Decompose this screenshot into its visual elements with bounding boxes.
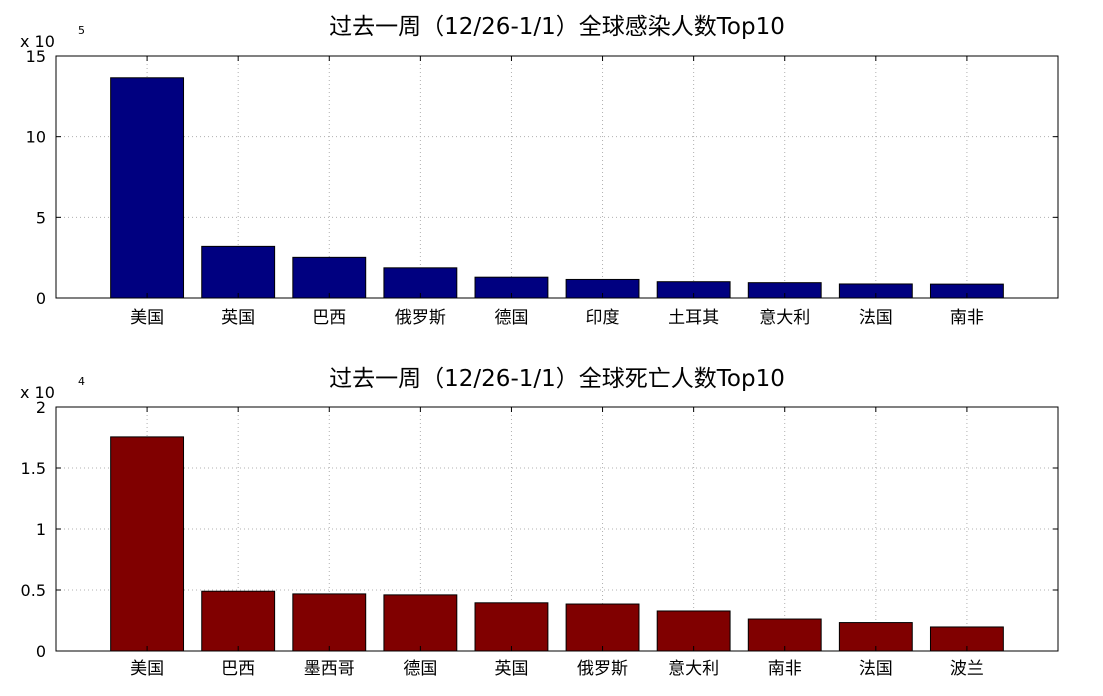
plot-area-border xyxy=(55,55,1059,299)
y-tick-label: 0 xyxy=(36,642,46,661)
x-category-label: 德国 xyxy=(494,308,528,328)
y-exponent-label: x 10 xyxy=(20,32,55,51)
y-tick-label: 1 xyxy=(36,520,46,539)
x-category-label: 南非 xyxy=(950,308,984,328)
x-category-label: 法国 xyxy=(859,659,893,679)
x-category-label: 土耳其 xyxy=(668,308,719,328)
x-category-label: 意大利 xyxy=(759,308,810,328)
x-category-label: 印度 xyxy=(586,308,620,328)
y-exponent-label: x 10 xyxy=(20,383,55,402)
bar-8 xyxy=(747,618,822,652)
x-category-label: 英国 xyxy=(221,308,255,328)
x-category-label: 德国 xyxy=(403,659,437,679)
x-category-label: 巴西 xyxy=(312,308,346,328)
x-category-label: 法国 xyxy=(859,308,893,328)
bar-6 xyxy=(565,603,640,652)
y-exponent-superscript: 4 xyxy=(78,375,85,388)
chart-panel-2: 过去一周（12/26-1/1）全球死亡人数Top10 0 0.5 1 1.5 2x 10 4… xyxy=(20,366,1059,679)
x-category-label: 俄罗斯 xyxy=(395,308,446,328)
y-tick-label: 10 xyxy=(26,128,46,147)
y-tick-label: 0 xyxy=(36,289,46,308)
y-tick-label: 2 xyxy=(36,398,46,417)
y-tick-label: 15 xyxy=(26,47,46,66)
y-tick-label: 0.5 xyxy=(21,581,46,600)
bar-7 xyxy=(656,610,731,652)
bar-3 xyxy=(292,256,367,299)
bar-4 xyxy=(383,267,458,299)
bar-5 xyxy=(474,602,549,652)
x-category-label: 俄罗斯 xyxy=(577,659,628,679)
x-category-label: 美国 xyxy=(130,308,164,328)
x-category-label: 英国 xyxy=(494,659,528,679)
x-category-label: 美国 xyxy=(130,659,164,679)
bar-2 xyxy=(201,590,276,652)
x-category-label: 意大利 xyxy=(668,659,719,679)
bar-4 xyxy=(383,594,458,652)
bar-3 xyxy=(292,593,367,652)
bar-1 xyxy=(110,77,185,299)
y-tick-label: 1.5 xyxy=(21,459,46,478)
bar-1 xyxy=(110,436,185,652)
bar-2 xyxy=(201,245,276,299)
y-exponent-superscript: 5 xyxy=(78,24,85,37)
chart-panel-1: 过去一周（12/26-1/1）全球感染人数Top10 0 5 10 15x 10 5 美国 英… xyxy=(20,14,1059,328)
x-category-label: 波兰 xyxy=(950,659,984,679)
x-category-label: 南非 xyxy=(768,659,802,679)
chart-title: 过去一周（12/26-1/1）全球感染人数Top10 xyxy=(329,14,785,40)
x-category-label: 墨西哥 xyxy=(304,659,355,679)
chart-title: 过去一周（12/26-1/1）全球死亡人数Top10 xyxy=(329,366,785,392)
y-tick-label: 5 xyxy=(36,208,46,227)
x-category-label: 巴西 xyxy=(221,659,255,679)
